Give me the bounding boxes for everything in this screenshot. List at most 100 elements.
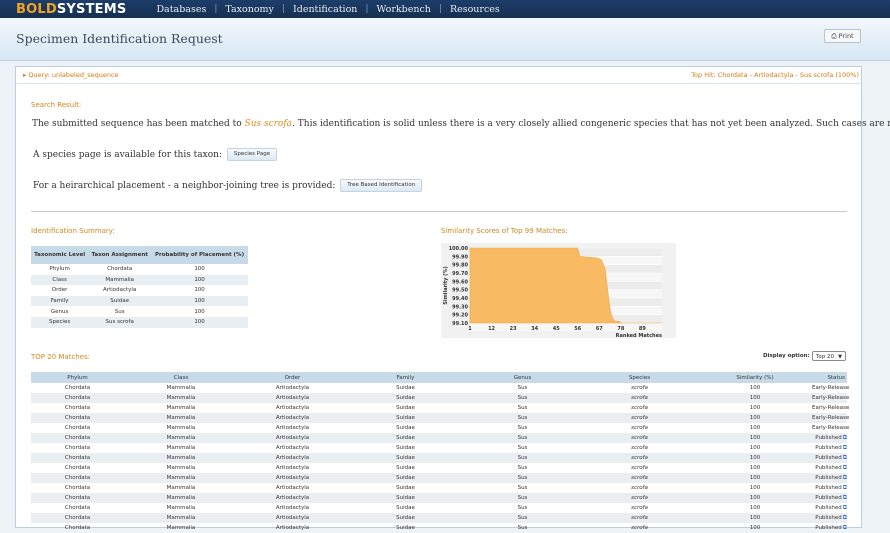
cell-family-text: Suidae — [396, 515, 415, 521]
cell-status-text: Published — [815, 475, 842, 481]
display-option-value: Top 20 — [816, 354, 835, 360]
col-species[interactable]: Species — [581, 372, 698, 383]
cell-species-text: scrofa — [631, 415, 648, 421]
table-row[interactable]: Chordata Mammalia Artiodactyla Suidae Sus scr… — [31, 433, 847, 443]
external-link-icon[interactable]: ⧉ — [842, 484, 847, 491]
table-row[interactable]: Chordata Mammalia Artiodactyla Suidae Sus scr… — [31, 483, 847, 493]
cell-status: Published⧉ — [812, 433, 847, 443]
external-link-icon[interactable]: ⧉ — [842, 464, 847, 471]
table-row[interactable]: Chordata Mammalia Artiodactyla Suidae Sus scr… — [31, 503, 847, 513]
nav-databases[interactable]: Databases — [156, 3, 207, 15]
col-order[interactable]: Order — [238, 372, 347, 383]
col-similarity[interactable]: Similarity (%) — [698, 372, 812, 383]
cell-status-text: Published — [815, 515, 842, 521]
nav-resources[interactable]: Resources — [449, 3, 500, 15]
cell-status: Published⧉ — [812, 513, 847, 523]
tree-identification-button[interactable]: Tree Based Identification — [340, 179, 423, 192]
cell-phylum-text: Chordata — [64, 525, 91, 531]
table-row[interactable]: Chordata Mammalia Artiodactyla Suidae Sus scr… — [31, 393, 849, 403]
col-phylum[interactable]: Phylum — [31, 372, 124, 383]
cell-class: Mammalia — [124, 513, 238, 523]
summary-taxon: Mammalia — [88, 274, 152, 286]
matches-header-row: Phylum Class Order Family Genus Species … — [31, 372, 847, 383]
x-tick-label: 1 — [468, 326, 472, 332]
col-status[interactable]: Status — [812, 372, 847, 383]
table-row[interactable]: Chordata Mammalia Artiodactyla Suidae Sus scr… — [31, 413, 849, 423]
summary-heading: Identification Summary: — [31, 227, 115, 235]
section-divider — [31, 211, 847, 212]
print-label: Print — [838, 32, 854, 40]
cell-class-text: Mammalia — [166, 445, 196, 451]
summary-row: Phylum Chordata 100 — [31, 264, 248, 275]
cell-phylum-text: Chordata — [64, 505, 91, 511]
cell-family: Suidae — [347, 453, 464, 463]
cell-genus: Sus — [464, 513, 581, 523]
tree-line: For a heirarchical placement - a neighbo… — [33, 179, 423, 192]
cell-genus-text: Sus — [517, 465, 528, 471]
external-link-icon[interactable]: ⧉ — [842, 444, 847, 451]
col-genus[interactable]: Genus — [464, 372, 581, 383]
table-row[interactable]: Chordata Mammalia Artiodactyla Suidae Sus scr… — [31, 453, 847, 463]
grid-band — [470, 323, 662, 332]
nav-identification[interactable]: Identification — [292, 3, 358, 15]
cell-class-text: Mammalia — [166, 395, 196, 401]
cell-order-text: Artiodactyla — [275, 465, 310, 471]
col-taxonomic-level: Taxonomic Level — [31, 246, 89, 264]
cell-family-text: Suidae — [396, 395, 415, 401]
cell-species: scrofa — [581, 513, 698, 523]
table-row[interactable]: Chordata Mammalia Artiodactyla Suidae Sus scr… — [31, 443, 847, 453]
col-class[interactable]: Class — [124, 372, 238, 383]
external-link-icon[interactable]: ⧉ — [842, 504, 847, 511]
nav-workbench[interactable]: Workbench — [376, 3, 431, 15]
cell-phylum: Chordata — [31, 513, 124, 523]
external-link-icon[interactable]: ⧉ — [842, 474, 847, 481]
table-row[interactable]: Chordata Mammalia Artiodactyla Suidae Sus scr… — [31, 383, 849, 393]
cell-phylum-text: Chordata — [64, 445, 91, 451]
external-link-icon[interactable]: ⧉ — [842, 454, 847, 461]
cell-status: Published⧉ — [812, 503, 847, 513]
cell-class: Mammalia — [124, 493, 238, 503]
cell-class: Mammalia — [124, 453, 238, 463]
cell-status: Early-Release — [812, 413, 849, 423]
cell-genus: Sus — [464, 523, 581, 533]
table-row[interactable]: Chordata Mammalia Artiodactyla Suidae Sus scr… — [31, 463, 847, 473]
cell-status: Published⧉ — [812, 473, 847, 483]
cell-class: Mammalia — [124, 443, 238, 453]
external-link-icon[interactable]: ⧉ — [842, 434, 847, 441]
summary-taxon: Sus scrofa — [88, 316, 152, 328]
cell-genus-text: Sus — [517, 505, 528, 511]
cell-similarity: 100 — [698, 443, 812, 453]
cell-species: scrofa — [581, 523, 698, 533]
table-row[interactable]: Chordata Mammalia Artiodactyla Suidae Sus scr… — [31, 473, 847, 483]
cell-similarity-text: 100 — [749, 505, 761, 511]
print-button[interactable]: ⎙ Print — [824, 29, 861, 43]
cell-species-text: scrofa — [631, 495, 648, 501]
external-link-icon[interactable]: ⧉ — [842, 494, 847, 501]
cell-family: Suidae — [347, 483, 464, 493]
table-row[interactable]: Chordata Mammalia Artiodactyla Suidae Sus scr… — [31, 403, 849, 413]
table-row[interactable]: Chordata Mammalia Artiodactyla Suidae Sus scr… — [31, 523, 847, 533]
cell-family: Suidae — [347, 433, 464, 443]
y-tick-label: 99.20 — [452, 313, 468, 319]
summary-level: Order — [51, 287, 68, 294]
summary-taxon: Artiodactyla — [103, 287, 137, 294]
nav-taxonomy[interactable]: Taxonomy — [225, 3, 274, 15]
cell-class: Mammalia — [124, 483, 238, 493]
external-link-icon[interactable]: ⧉ — [842, 514, 847, 521]
col-family[interactable]: Family — [347, 372, 464, 383]
cell-genus: Sus — [464, 423, 581, 433]
result-text-after: . This identification is solid unless th… — [292, 119, 890, 129]
summary-taxon: Sus — [114, 308, 125, 315]
table-row[interactable]: Chordata Mammalia Artiodactyla Suidae Sus scr… — [31, 493, 847, 503]
query-toggle[interactable]: ▸ Query: unlabeled_sequence — [23, 71, 119, 79]
display-option-select[interactable]: Top 20 ▼ — [812, 351, 846, 361]
table-row[interactable]: Chordata Mammalia Artiodactyla Suidae Sus scr… — [31, 513, 847, 523]
print-icon: ⎙ — [831, 32, 837, 40]
result-sentence: The submitted sequence has been matched … — [32, 119, 890, 129]
external-link-icon[interactable]: ⧉ — [842, 524, 847, 531]
species-page-button[interactable]: Species Page — [226, 148, 278, 161]
bold-systems-logo[interactable]: BOLDSYSTEMS — [16, 2, 126, 17]
table-row[interactable]: Chordata Mammalia Artiodactyla Suidae Sus scr… — [31, 423, 849, 433]
cell-phylum-text: Chordata — [64, 415, 91, 421]
cell-species-text: scrofa — [631, 455, 648, 461]
